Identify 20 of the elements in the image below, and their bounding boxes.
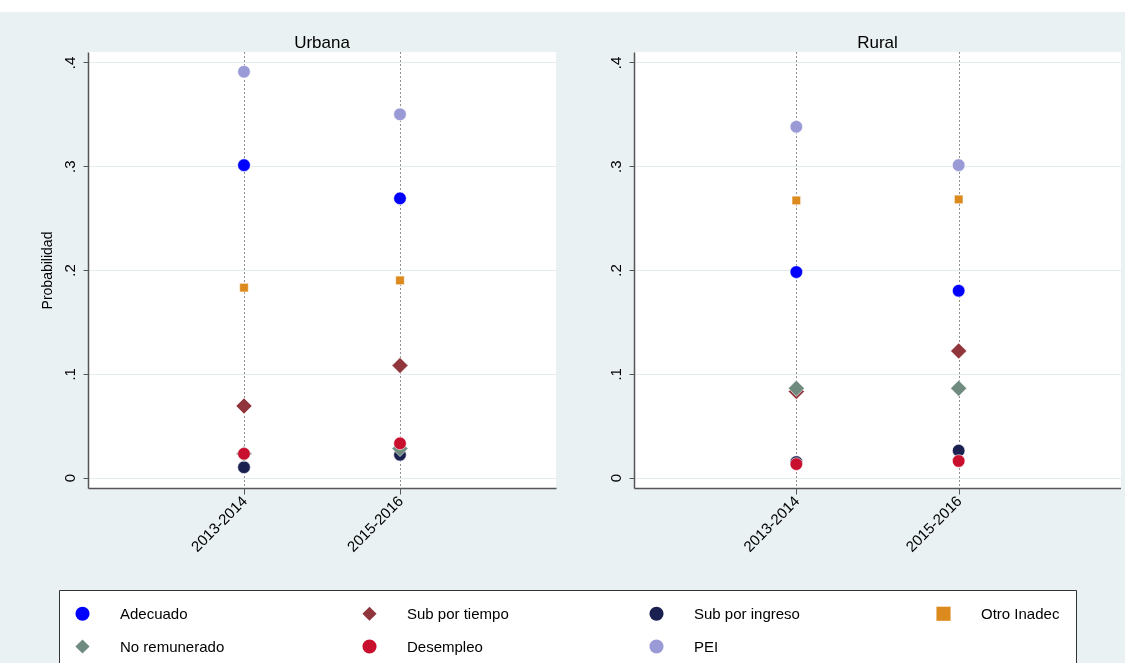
y-tick-label: .2	[606, 264, 624, 277]
legend-label: PEI	[694, 637, 719, 655]
y-tick-label: 0	[606, 473, 624, 483]
legend-label: Sub por tiempo	[407, 604, 509, 622]
y-tick-label: .3	[60, 160, 78, 173]
y-tick-label: .4	[60, 56, 78, 70]
legend-label: No remunerado	[120, 637, 225, 655]
y-tick-label: .4	[606, 56, 624, 70]
y-axis-title: Probabilidad	[38, 231, 55, 310]
chart-title: Rural	[857, 33, 898, 52]
legend-label: Sub por ingreso	[694, 604, 800, 622]
legend-label: Otro Inadec	[981, 604, 1060, 622]
chart-title: Urbana	[294, 33, 351, 52]
legend-label: Desempleo	[407, 637, 483, 655]
y-tick-label: .2	[60, 264, 78, 277]
y-tick-label: .3	[606, 160, 624, 173]
y-tick-label: 0	[60, 473, 78, 483]
y-tick-label: .1	[606, 368, 624, 381]
y-tick-label: .1	[60, 368, 78, 381]
legend-label: Adecuado	[120, 604, 188, 622]
